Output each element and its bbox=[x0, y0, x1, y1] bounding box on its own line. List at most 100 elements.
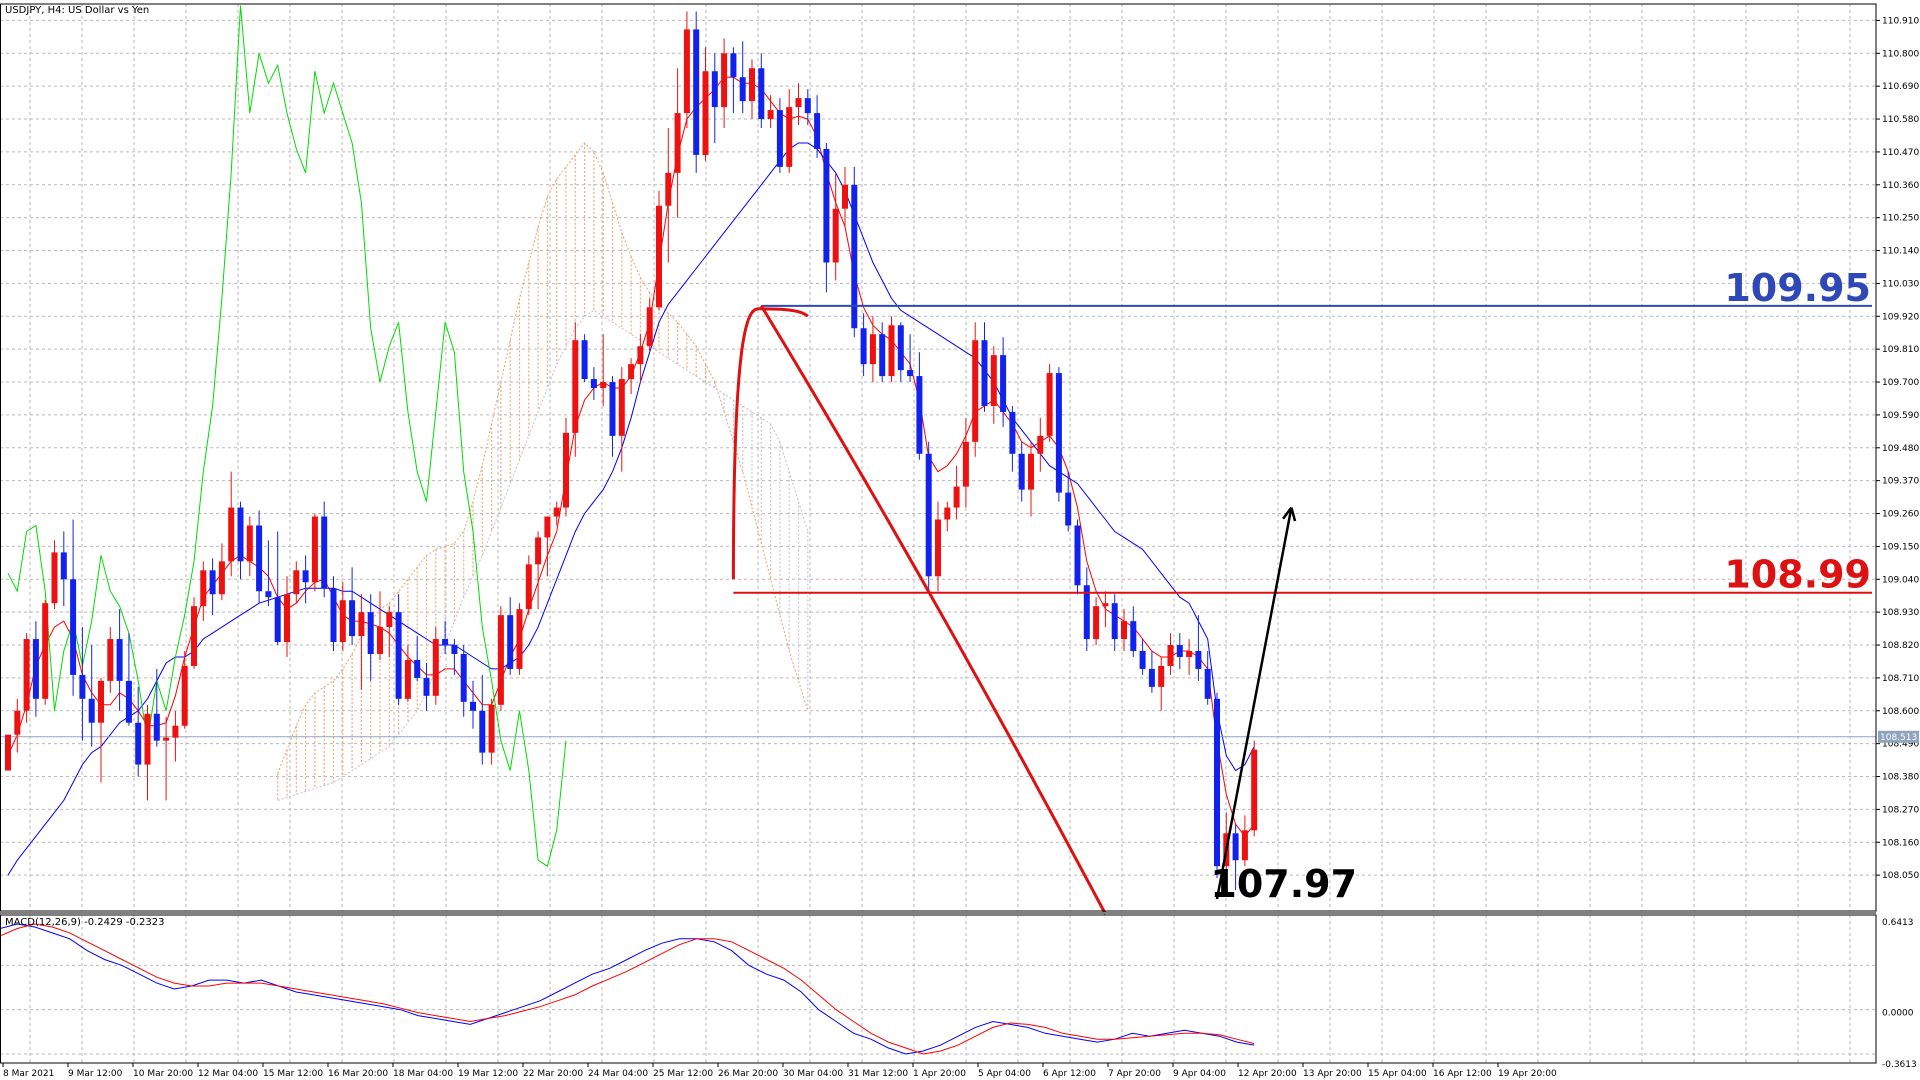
candle-body[interactable] bbox=[377, 627, 383, 654]
candle-body[interactable] bbox=[60, 552, 67, 580]
candle-body[interactable] bbox=[14, 710, 21, 735]
candle-body[interactable] bbox=[153, 713, 160, 741]
candle-body[interactable] bbox=[200, 570, 207, 607]
candle-body[interactable] bbox=[600, 382, 607, 389]
candle-body[interactable] bbox=[423, 677, 430, 696]
candle-body[interactable] bbox=[451, 645, 458, 654]
candle-body[interactable] bbox=[191, 606, 197, 666]
candle-body[interactable] bbox=[339, 600, 346, 643]
candle-body[interactable] bbox=[507, 615, 514, 669]
candle-body[interactable] bbox=[1214, 698, 1220, 867]
candle-body[interactable] bbox=[962, 441, 969, 487]
candle-body[interactable] bbox=[442, 639, 449, 646]
candle-body[interactable] bbox=[1000, 355, 1007, 412]
candle-body[interactable] bbox=[944, 507, 951, 520]
candle-body[interactable] bbox=[32, 639, 39, 699]
candle-body[interactable] bbox=[907, 370, 914, 377]
candle-body[interactable] bbox=[125, 680, 132, 723]
candle-body[interactable] bbox=[814, 113, 821, 149]
candle-body[interactable] bbox=[525, 564, 532, 610]
candle-body[interactable] bbox=[107, 639, 114, 681]
candle-body[interactable] bbox=[1158, 665, 1165, 687]
candles[interactable] bbox=[5, 11, 1258, 891]
candle-body[interactable] bbox=[367, 612, 374, 654]
candle-body[interactable] bbox=[311, 516, 318, 583]
candle-body[interactable] bbox=[1111, 603, 1118, 640]
candle-body[interactable] bbox=[1093, 606, 1100, 640]
candle-body[interactable] bbox=[349, 600, 356, 637]
candle-body[interactable] bbox=[758, 68, 765, 120]
candle-body[interactable] bbox=[1018, 453, 1025, 490]
candle-body[interactable] bbox=[609, 382, 616, 436]
candle-body[interactable] bbox=[1232, 833, 1239, 861]
candle-body[interactable] bbox=[869, 334, 876, 365]
candle-body[interactable] bbox=[1102, 603, 1109, 607]
candle-body[interactable] bbox=[246, 525, 253, 562]
candle-body[interactable] bbox=[163, 737, 170, 741]
candle-body[interactable] bbox=[590, 379, 597, 389]
candle-body[interactable] bbox=[135, 722, 142, 765]
candle-body[interactable] bbox=[1195, 651, 1202, 669]
candle-body[interactable] bbox=[1176, 645, 1183, 657]
candle-body[interactable] bbox=[404, 659, 411, 699]
candle-body[interactable] bbox=[637, 346, 644, 365]
candle-body[interactable] bbox=[1028, 453, 1034, 490]
candle-body[interactable] bbox=[656, 205, 662, 308]
candle-body[interactable] bbox=[321, 516, 328, 589]
candle-body[interactable] bbox=[646, 307, 653, 347]
candle-body[interactable] bbox=[739, 77, 746, 102]
candle-body[interactable] bbox=[414, 659, 421, 678]
candle-body[interactable] bbox=[274, 597, 281, 643]
candle-body[interactable] bbox=[711, 71, 718, 108]
candle-body[interactable] bbox=[795, 98, 802, 108]
candle-body[interactable] bbox=[23, 639, 30, 711]
candle-body[interactable] bbox=[776, 110, 783, 167]
candle-body[interactable] bbox=[897, 325, 904, 371]
candle-body[interactable] bbox=[218, 561, 225, 595]
candle-body[interactable] bbox=[1204, 668, 1211, 699]
candle-body[interactable] bbox=[330, 588, 337, 643]
candle-body[interactable] bbox=[1065, 492, 1072, 526]
candle-body[interactable] bbox=[628, 364, 635, 380]
candle-body[interactable] bbox=[563, 432, 569, 508]
candle-body[interactable] bbox=[237, 507, 244, 562]
candle-body[interactable] bbox=[293, 570, 300, 595]
candle-body[interactable] bbox=[144, 713, 151, 765]
candle-body[interactable] bbox=[535, 537, 542, 565]
candle-body[interactable] bbox=[786, 107, 793, 167]
candle-body[interactable] bbox=[70, 579, 77, 675]
candle-body[interactable] bbox=[181, 665, 188, 726]
candle-body[interactable] bbox=[116, 639, 123, 681]
candle-body[interactable] bbox=[749, 68, 755, 102]
candle-body[interactable] bbox=[1009, 411, 1016, 454]
candle-body[interactable] bbox=[953, 486, 960, 508]
candle-body[interactable] bbox=[1121, 621, 1127, 640]
candle-body[interactable] bbox=[1037, 435, 1044, 454]
candle-body[interactable] bbox=[209, 570, 216, 595]
candle-body[interactable] bbox=[470, 701, 476, 711]
candle-body[interactable] bbox=[88, 698, 95, 723]
candle-body[interactable] bbox=[916, 376, 923, 454]
candle-body[interactable] bbox=[1251, 749, 1258, 831]
candle-body[interactable] bbox=[358, 612, 365, 637]
candle-body[interactable] bbox=[665, 172, 672, 206]
candle-body[interactable] bbox=[460, 653, 467, 702]
candle-body[interactable] bbox=[674, 113, 681, 173]
candle-body[interactable] bbox=[98, 680, 104, 723]
candle-body[interactable] bbox=[386, 612, 393, 628]
candle-body[interactable] bbox=[432, 639, 439, 696]
candle-body[interactable] bbox=[1130, 621, 1137, 652]
candle-body[interactable] bbox=[823, 148, 830, 263]
candle-body[interactable] bbox=[553, 507, 560, 517]
candle-body[interactable] bbox=[935, 519, 941, 577]
candle-body[interactable] bbox=[767, 110, 774, 120]
candle-body[interactable] bbox=[497, 615, 504, 705]
candle-body[interactable] bbox=[51, 552, 58, 604]
candle-body[interactable] bbox=[981, 340, 988, 406]
candle-body[interactable] bbox=[172, 725, 179, 738]
candle-body[interactable] bbox=[395, 612, 402, 699]
candle-body[interactable] bbox=[1241, 830, 1248, 861]
candle-body[interactable] bbox=[581, 340, 588, 380]
candle-body[interactable] bbox=[842, 184, 848, 209]
candle-body[interactable] bbox=[730, 53, 737, 78]
